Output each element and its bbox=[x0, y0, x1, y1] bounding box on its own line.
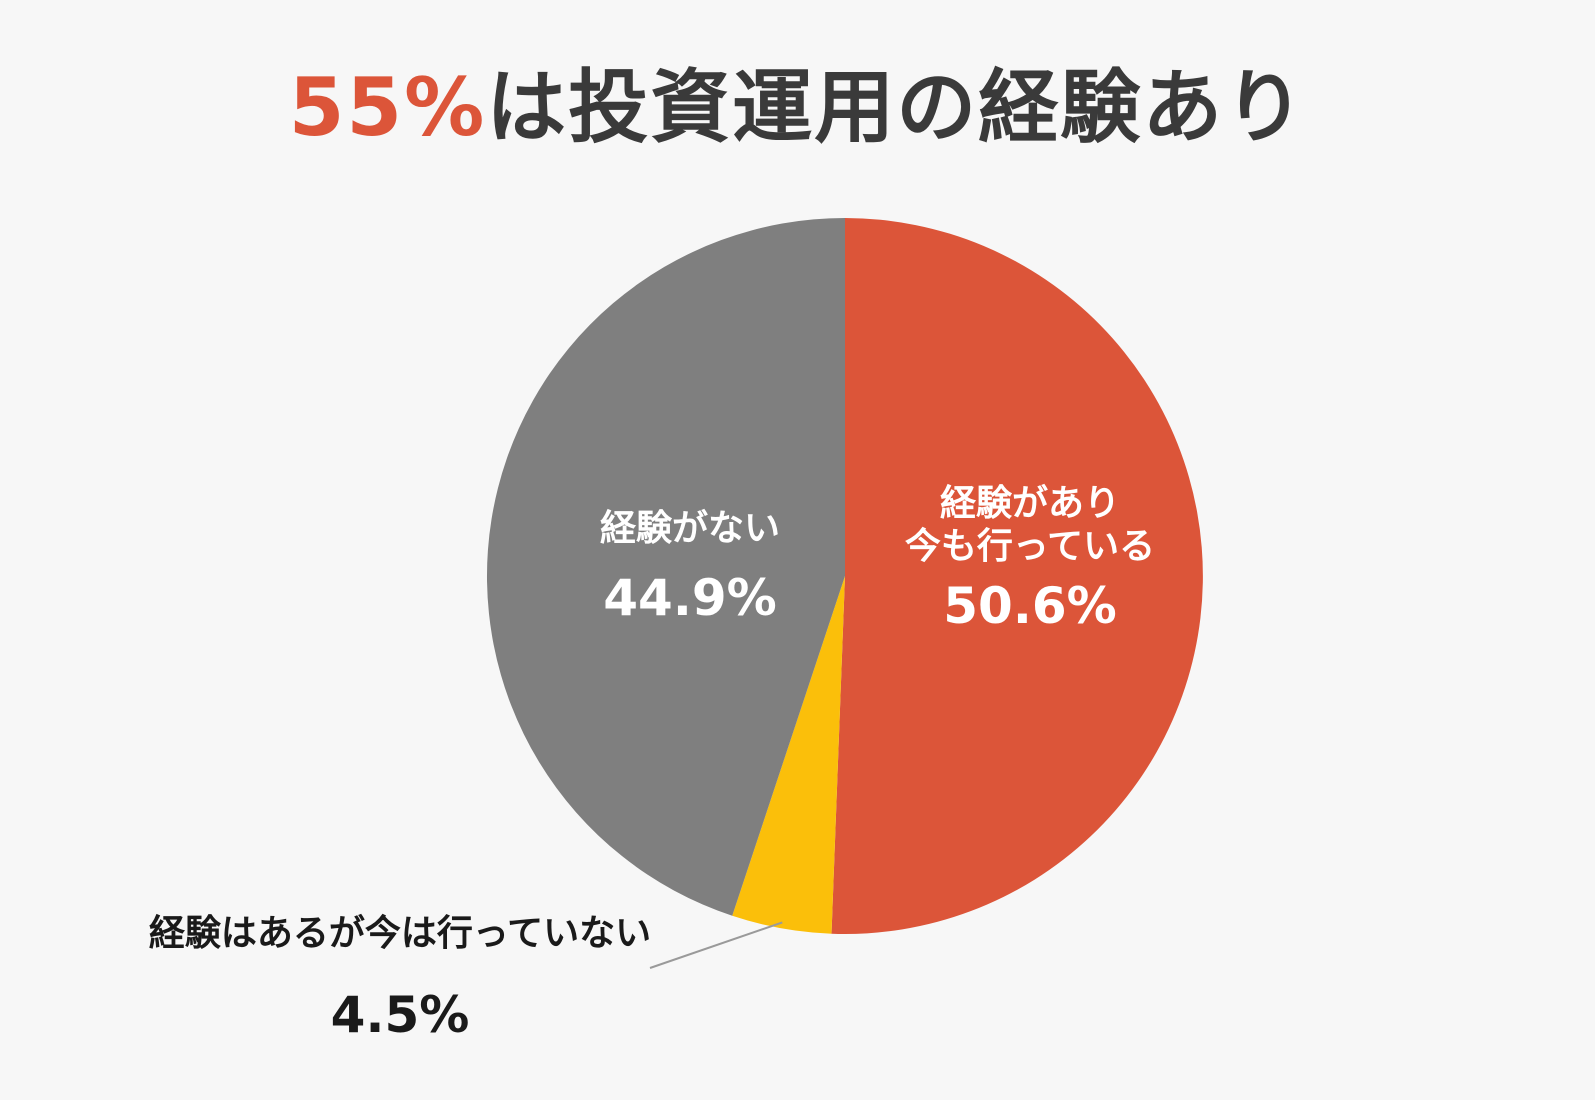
chart-title-text: は投資運用の経験あり bbox=[486, 61, 1307, 154]
slice-value-never: 44.9% bbox=[603, 569, 777, 628]
slice-name-current-line2: 今も行っている bbox=[904, 526, 1156, 568]
slice-value-current: 50.6% bbox=[943, 577, 1117, 636]
slice-label-never: 経験がない 44.9% bbox=[560, 507, 820, 628]
slice-value-past: 4.5% bbox=[330, 986, 470, 1045]
slice-name-current-line1: 経験があり bbox=[939, 483, 1120, 524]
slice-name-past: 経験はあるが今は行っていない bbox=[148, 913, 652, 954]
slice-label-current: 経験があり 今も行っている 50.6% bbox=[880, 482, 1180, 636]
pie-slices bbox=[486, 218, 1203, 934]
chart-title: 55%は投資運用の経験あり bbox=[0, 68, 1595, 148]
pie-slice-past bbox=[732, 576, 845, 934]
pie-slice-current bbox=[831, 218, 1203, 934]
leader-line-past bbox=[649, 921, 783, 969]
slice-name-never: 経験がない bbox=[599, 508, 780, 549]
slice-label-past: 経験はあるが今は行っていない 4.5% bbox=[90, 912, 710, 1045]
chart-title-highlight: 55% bbox=[288, 61, 487, 154]
pie-slice-never bbox=[486, 218, 845, 916]
